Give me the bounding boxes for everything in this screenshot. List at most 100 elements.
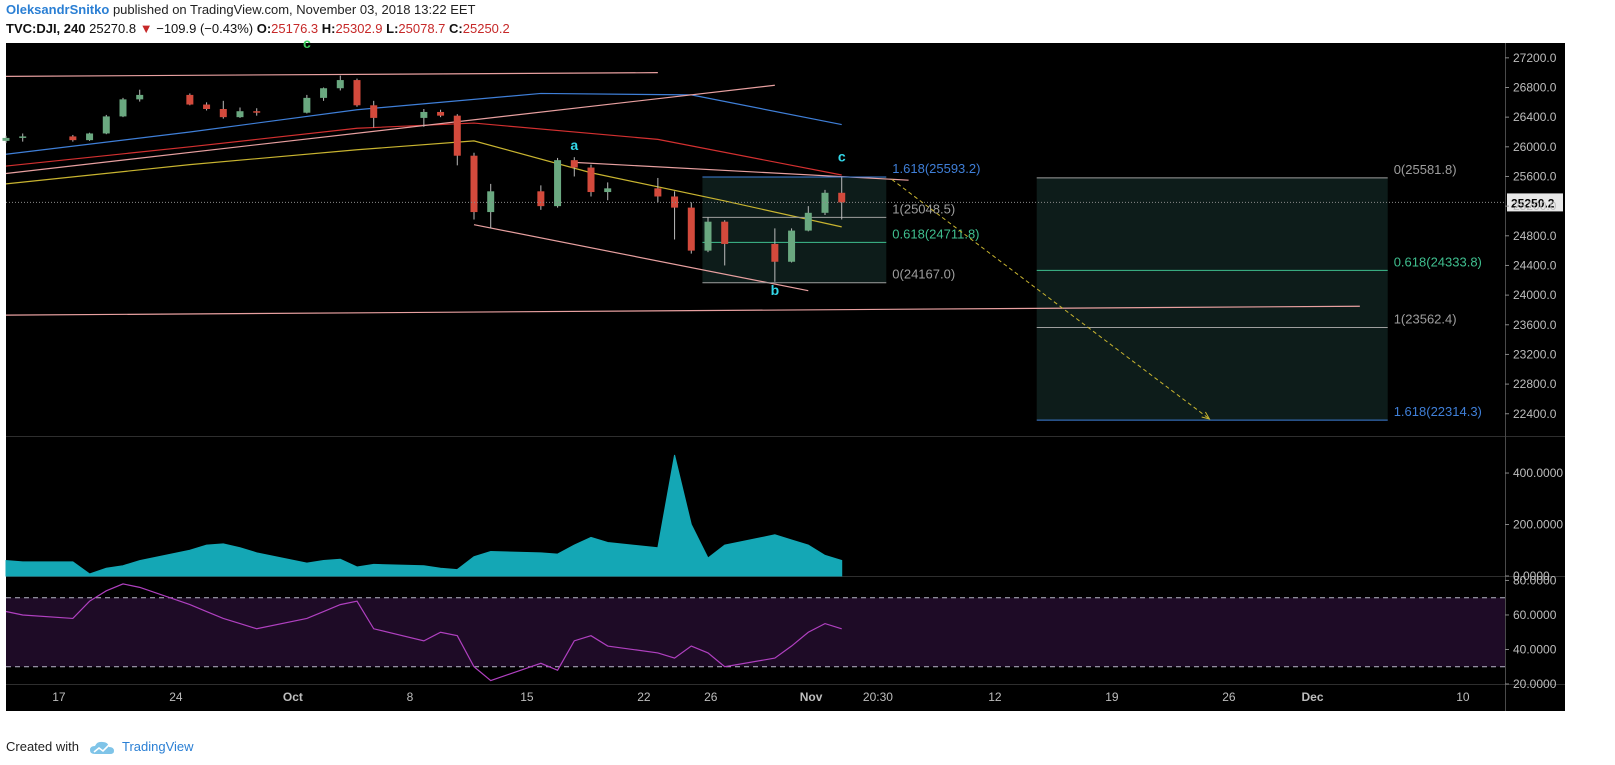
rsi-tick-label-2: 60.0000: [1513, 608, 1557, 622]
fib-right-label-1: 0.618(24333.8): [1394, 254, 1482, 269]
candle-body-15: [353, 80, 361, 106]
price-tick-label-11: 26800.0: [1513, 80, 1557, 94]
moving-average-line-0: [5, 92, 842, 155]
created-with-text: Created with: [6, 739, 79, 754]
time-tick-label-10: 19: [1105, 690, 1119, 704]
candle-body-25: [587, 167, 595, 193]
candle-body-27: [654, 188, 662, 197]
candle-body-22: [537, 191, 545, 207]
time-tick-label-7: Nov: [800, 690, 823, 704]
close-label: C:: [449, 21, 463, 36]
rsi-tick-label-0: 20.0000: [1513, 677, 1557, 691]
fib-left-zone: [702, 176, 887, 283]
candle-body-17: [420, 111, 428, 118]
moving-average-line-2: [5, 140, 842, 228]
candle-body-28: [671, 196, 679, 208]
symbol-label: TVC:DJI, 240: [6, 21, 86, 36]
time-tick-label-4: 15: [520, 690, 534, 704]
price-tick-label-12: 27200.0: [1513, 51, 1557, 65]
price-tick-label-2: 23200.0: [1513, 347, 1557, 361]
ohlc-line: TVC:DJI, 240 25270.8 ▼ −109.9 (−0.43%) O…: [6, 21, 510, 36]
time-tick-label-9: 12: [988, 690, 1002, 704]
last-price-tag-label: 25250.2: [1511, 196, 1555, 210]
candle-body-20: [470, 155, 478, 213]
price-tick-label-3: 23600.0: [1513, 318, 1557, 332]
moving-average-line-1: [5, 122, 842, 176]
open-label: O:: [256, 21, 272, 36]
fib-right-label-3: 1.618(22314.3): [1394, 404, 1482, 419]
candle-body-14: [336, 80, 344, 89]
candle-body-16: [370, 105, 378, 118]
tradingview-cloud-icon: [89, 741, 114, 754]
author-link[interactable]: OleksandrSnitko: [6, 2, 110, 17]
candle-body-18: [437, 111, 445, 116]
fib-left-label-0: 1.618(25593.2): [892, 161, 980, 176]
candle-body-13: [320, 88, 328, 98]
candle-body-34: [804, 212, 812, 231]
candle-body-7: [186, 94, 194, 105]
price-change: −109.9 (−0.43%): [156, 21, 254, 36]
candle-body-2: [69, 136, 77, 141]
fib-right-zone: [1036, 177, 1388, 421]
time-tick-label-1: 24: [169, 690, 183, 704]
price-tick-label-4: 24000.0: [1513, 288, 1557, 302]
high-value: 25302.9: [335, 21, 383, 36]
price-tick-label-10: 26400.0: [1513, 110, 1557, 124]
published-text: published on TradingView.com, November 0…: [112, 2, 476, 17]
low-value: 25078.7: [398, 21, 446, 36]
volume-area: [5, 454, 843, 577]
time-tick-label-5: 22: [637, 690, 651, 704]
time-tick-label-12: Dec: [1301, 690, 1323, 704]
candle-body-4: [102, 116, 110, 134]
price-tick-label-6: 24800.0: [1513, 229, 1557, 243]
candle-body-33: [788, 230, 796, 262]
rsi-line: [5, 583, 842, 682]
candle-body-0: [2, 137, 10, 141]
last-price-tag: [1507, 193, 1563, 212]
time-tick-label-2: Oct: [283, 690, 303, 704]
candle-body-32: [771, 243, 779, 262]
candle-body-1: [19, 136, 27, 138]
trendline-0: [5, 72, 658, 77]
candle-body-26: [604, 188, 612, 193]
candle-body-10: [236, 111, 244, 118]
trendline-1: [5, 84, 775, 175]
tradingview-link[interactable]: TradingView: [122, 739, 194, 754]
time-tick-label-6: 26: [704, 690, 718, 704]
projection-arrow-line: [891, 179, 1210, 420]
projection-arrow-head: [1201, 411, 1211, 420]
rsi-band-fill: [6, 597, 1505, 667]
candle-body-23: [554, 160, 562, 207]
wave-label-3: c: [838, 149, 846, 165]
open-value: 25176.3: [271, 21, 319, 36]
candle-body-12: [303, 97, 311, 113]
candle-body-5: [119, 99, 127, 117]
candle-body-21: [487, 191, 495, 213]
time-tick-label-3: 8: [407, 690, 414, 704]
price-tick-label-5: 24400.0: [1513, 258, 1557, 272]
time-tick-label-11: 26: [1222, 690, 1236, 704]
candle-body-29: [687, 207, 695, 251]
trendline-2: [473, 224, 809, 292]
candle-body-8: [203, 104, 211, 109]
fib-right-label-2: 1(23562.4): [1394, 312, 1457, 327]
candle-body-3: [86, 133, 94, 141]
wave-label-2: b: [771, 282, 780, 298]
low-label: L:: [386, 21, 399, 36]
time-tick-label-8: 20:30: [863, 690, 893, 704]
last-price: 25270.8: [89, 21, 137, 36]
candle-body-30: [704, 221, 712, 251]
rsi-tick-label-1: 40.0000: [1513, 642, 1557, 656]
volume-tick-label-0: 0.0000: [1513, 569, 1550, 583]
publish-line: OleksandrSnitko published on TradingView…: [6, 2, 475, 17]
footer: Created with TradingView: [6, 739, 194, 756]
price-tick-label-1: 22800.0: [1513, 377, 1557, 391]
high-label: H:: [321, 21, 336, 36]
candle-body-19: [453, 115, 461, 156]
candle-body-9: [219, 108, 227, 118]
wave-label-1: a: [570, 137, 578, 153]
candle-body-6: [136, 94, 144, 100]
close-value: 25250.2: [462, 21, 510, 36]
candle-body-24: [570, 160, 578, 168]
